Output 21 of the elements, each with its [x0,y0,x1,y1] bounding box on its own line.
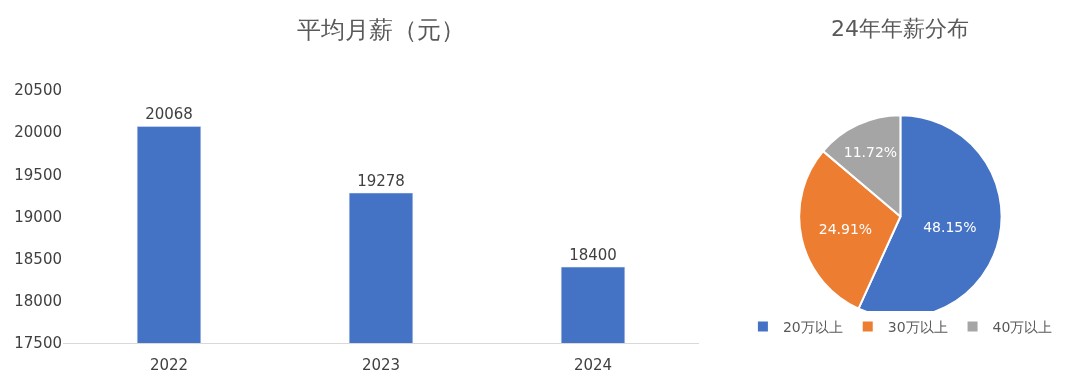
x-tick-label: 2022 [149,356,189,374]
data-label: 20068 [145,105,193,124]
chart-title: 平均月薪（元） [297,16,465,44]
y-tick-label: 19000 [14,207,62,226]
data-label: 48.15% [923,219,977,236]
y-tick-label: 17500 [14,334,62,353]
y-tick-label: 18500 [14,249,62,268]
y-tick-label: 19500 [14,165,62,184]
legend-label: 20万以上 [782,319,843,336]
data-label: 18400 [569,246,617,265]
x-tick-label: 2023 [361,356,401,374]
legend-label: 30万以上 [887,319,948,336]
y-tick-label: 20500 [14,81,62,100]
chart-title: 24年年薪分布 [831,16,969,41]
data-label: 11.72% [843,143,898,160]
y-tick-label: 18000 [14,292,62,311]
legend-label: 40万以上 [992,319,1053,336]
y-tick-label: 20000 [14,123,62,142]
data-label: 19278 [357,172,405,191]
data-label: 24.91% [818,220,873,237]
x-tick-label: 2024 [573,356,613,374]
